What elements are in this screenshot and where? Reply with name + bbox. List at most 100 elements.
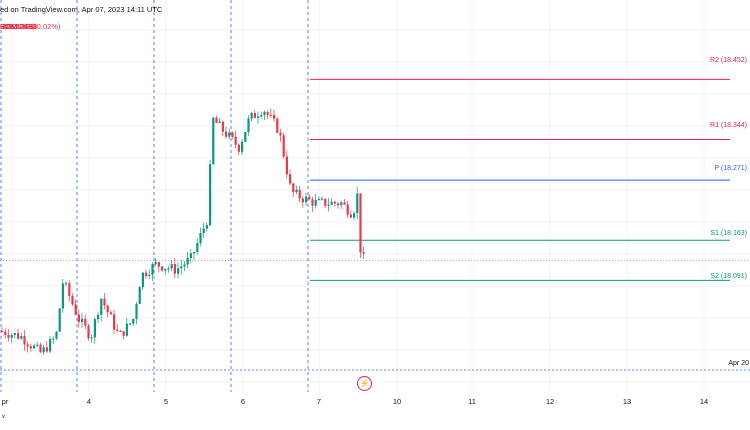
candle-body — [122, 331, 125, 336]
candle-body — [247, 118, 250, 132]
candle-body — [39, 344, 42, 353]
candle-body — [333, 201, 336, 204]
candle-body — [81, 318, 84, 322]
ohlc-open: O18.13133 — [0, 22, 38, 31]
candle-body — [346, 204, 349, 215]
candle-body — [189, 253, 192, 258]
candle-body — [228, 132, 231, 137]
candle-body — [129, 323, 132, 325]
candle-body — [295, 189, 298, 193]
candle-body — [327, 204, 330, 206]
ohlc-close: C18.12694 — [0, 22, 37, 31]
candle-body — [279, 132, 282, 136]
candle-body — [145, 272, 148, 277]
x-tick-label: 6 — [240, 397, 246, 406]
candle-body — [317, 198, 320, 201]
level-label-r1: R1 (18.344) — [710, 122, 747, 129]
candle-body — [231, 132, 234, 137]
candle-body — [13, 333, 16, 335]
candle-body — [29, 346, 32, 349]
candle-body — [106, 305, 109, 313]
candle-body — [68, 283, 71, 297]
candle-body — [10, 334, 13, 338]
candle-body — [173, 264, 176, 274]
x-tick-label: 14 — [699, 397, 709, 406]
candle-body — [263, 112, 266, 116]
candle-body — [141, 272, 144, 288]
candle-body — [260, 115, 263, 117]
candle-body — [23, 336, 26, 345]
candle-body — [305, 196, 308, 203]
candle-body — [113, 314, 116, 330]
candle-body — [234, 136, 237, 145]
candle-body — [205, 225, 208, 229]
candle-body — [4, 331, 7, 336]
candle-body — [193, 252, 196, 254]
x-tick-label: 11 — [468, 397, 476, 406]
candle-body — [209, 164, 212, 226]
level-label-s1: S1 (18.163) — [710, 230, 747, 237]
symbol-fragment: RCM — [0, 22, 18, 31]
candle-body — [221, 121, 224, 132]
candle-body — [157, 262, 160, 267]
candle-body — [314, 200, 317, 206]
candle-body — [167, 268, 170, 270]
candle-body — [337, 203, 340, 206]
candle-body — [215, 117, 218, 123]
candle-body — [212, 117, 215, 165]
candle-body — [7, 335, 10, 338]
ohlc-change: -0.00439 (-0.02%) — [0, 22, 61, 31]
candle-body — [125, 323, 128, 336]
candle-body — [1, 331, 4, 333]
candle-body — [308, 196, 311, 200]
candle-body — [276, 118, 279, 133]
candle-body — [177, 268, 180, 274]
chart-header: ed on TradingView.com, Apr 07, 2023 14:1… — [0, 0, 750, 36]
candle-body — [324, 198, 327, 206]
candle-body — [349, 214, 352, 218]
candle-body — [237, 144, 240, 152]
candle-body — [45, 347, 48, 352]
level-label-r2: R2 (18.452) — [710, 57, 747, 64]
candle-body — [33, 345, 36, 349]
candle-body — [135, 303, 138, 319]
candle-body — [301, 198, 304, 203]
x-tick-label: 7 — [316, 397, 322, 406]
candle-body — [292, 183, 295, 193]
candle-body — [58, 308, 61, 332]
candle-body — [266, 112, 269, 115]
candle-body — [132, 318, 135, 324]
candle-body — [71, 296, 74, 305]
candle-body — [196, 242, 199, 253]
candle-body — [273, 114, 276, 119]
x-tick-label: 5 — [163, 397, 169, 406]
candle-body — [183, 264, 186, 267]
candle-body — [353, 213, 356, 218]
candle-body — [55, 331, 58, 339]
x-tick-label: 13 — [622, 397, 632, 406]
candle-body — [289, 174, 292, 184]
candle-body — [359, 193, 362, 253]
candle-body — [100, 298, 103, 315]
x-tick-label: 12 — [545, 397, 555, 406]
candle-body — [257, 116, 260, 118]
candle-body — [138, 287, 141, 304]
candle-body — [298, 189, 301, 199]
candle-body — [250, 112, 253, 119]
candle-body — [49, 339, 52, 352]
candle-body — [161, 266, 164, 271]
candle-body — [119, 330, 122, 332]
lightning-icon[interactable]: ⚡ — [357, 376, 372, 391]
candle-body — [74, 304, 77, 315]
corner-text: v — [2, 414, 5, 420]
candle-body — [65, 283, 68, 285]
level-label-s2: S2 (18.091) — [710, 273, 747, 280]
candle-body — [244, 131, 247, 142]
x-tick-label: 10 — [392, 397, 402, 406]
candle-body — [84, 318, 87, 326]
candle-body — [20, 336, 23, 339]
candle-body — [42, 347, 45, 353]
candle-body — [218, 121, 221, 123]
candle-body — [186, 257, 189, 265]
